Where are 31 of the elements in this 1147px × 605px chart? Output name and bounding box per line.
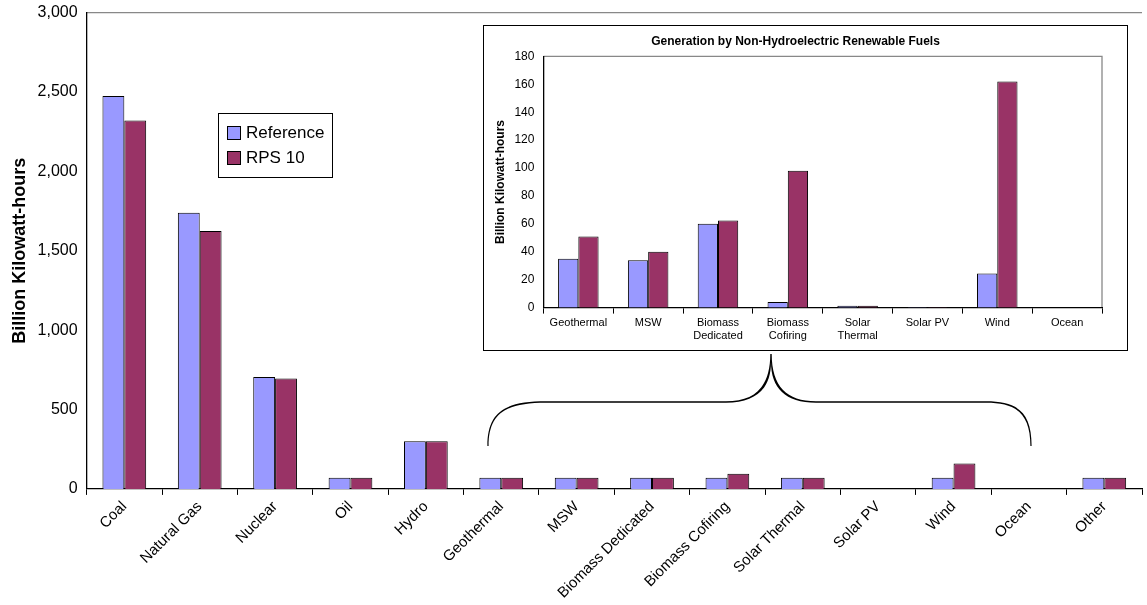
x-tick-label: Biomass Dedicated <box>693 316 743 342</box>
chart-title: Generation by Non-Hydroelectric Renewable Fuels <box>651 33 941 48</box>
y-tick-label: 180 <box>514 48 535 63</box>
y-tick-label: 160 <box>514 76 535 91</box>
x-tick-label: Wind <box>984 316 1010 329</box>
y-axis-title: Billion Kilowatt-hours <box>492 119 507 244</box>
x-tick-label: Solar Thermal <box>837 316 878 342</box>
x-tick-label: Geothermal <box>549 316 608 329</box>
x-tick-label: Oil <box>330 497 356 523</box>
y-tick-label: 3,000 <box>37 3 78 21</box>
y-tick-label: 20 <box>521 272 535 286</box>
x-tick-label: Solar PV <box>905 316 950 329</box>
y-tick-label: 1,000 <box>37 320 78 338</box>
y-tick-label: 2,500 <box>37 82 78 100</box>
y-tick-label: 60 <box>521 216 535 231</box>
y-tick-label: 80 <box>521 188 535 203</box>
x-tick-label: Ocean <box>1050 316 1084 329</box>
y-tick-label: 2,000 <box>37 161 78 179</box>
y-axis-title: Billion Kilowatt-hours <box>8 157 29 344</box>
legend-label: Reference <box>246 123 325 143</box>
y-tick-label: 120 <box>514 132 535 147</box>
y-tick-label: 40 <box>521 244 535 259</box>
y-tick-label: 140 <box>514 104 535 119</box>
x-tick-label: Biomass Cofiring <box>766 316 810 342</box>
legend-label: RPS 10 <box>246 148 305 168</box>
x-tick-label: MSW <box>634 316 663 329</box>
y-tick-label: 0 <box>527 299 535 314</box>
y-tick-label: 0 <box>68 479 78 497</box>
y-tick-label: 100 <box>514 160 535 175</box>
y-tick-label: 500 <box>50 399 78 417</box>
y-tick-label: 1,500 <box>37 241 78 259</box>
